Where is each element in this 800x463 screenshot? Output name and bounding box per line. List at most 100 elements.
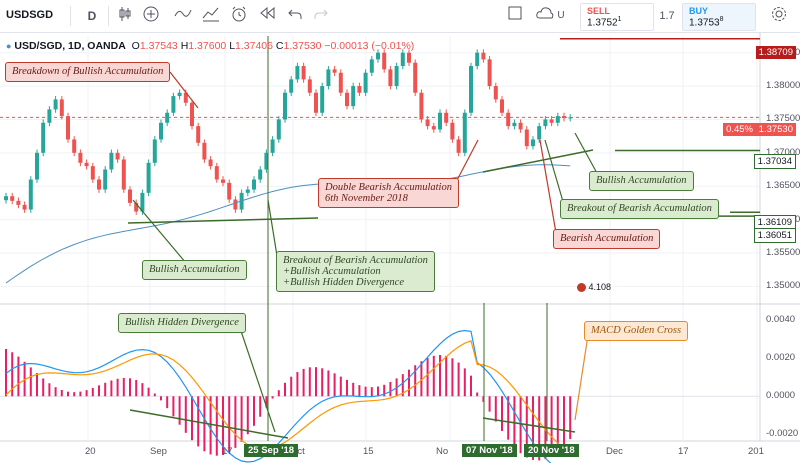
candle (320, 86, 325, 113)
signal-line (5, 339, 571, 453)
candle (41, 122, 46, 153)
time-tick-label: 17 (678, 446, 689, 457)
candle (183, 92, 188, 103)
pointer-double-bearish (454, 139, 479, 185)
buy-button[interactable]: BUY 1.37538 (682, 3, 756, 31)
candle (549, 119, 554, 123)
replay-icon[interactable] (257, 6, 277, 26)
cloud-save-icon[interactable] (535, 6, 555, 26)
candle (165, 112, 170, 123)
undo-icon[interactable] (285, 6, 305, 26)
price-tick-label: 1.37000 (766, 146, 800, 158)
candle (53, 99, 58, 110)
alert-clock-icon[interactable] (229, 6, 249, 26)
candle (450, 122, 455, 140)
financials-icon[interactable] (201, 6, 221, 26)
sell-button[interactable]: SELL 1.37521 (580, 3, 654, 31)
candle (413, 62, 418, 93)
candle (283, 92, 287, 120)
pointer-hidden-divergence (239, 327, 276, 433)
candle (500, 99, 504, 113)
candle (128, 189, 132, 203)
redo-icon[interactable] (311, 6, 331, 26)
spread-value: 1.7 (659, 10, 675, 22)
candle (407, 52, 411, 63)
pointer-breakout-right (544, 139, 565, 206)
callout-breakout-bearish-right: Breakout of Bearish Accumulation (560, 199, 719, 220)
candle (481, 52, 486, 60)
candle (121, 159, 126, 190)
indicators-icon[interactable] (172, 6, 194, 26)
add-indicator-icon[interactable] (141, 6, 161, 26)
current-price-label: 1.37530 (755, 123, 796, 136)
candle (512, 122, 517, 127)
settings-gear-icon[interactable] (768, 6, 790, 26)
candles-style-icon[interactable] (115, 6, 135, 26)
candle (264, 152, 269, 170)
macd-tick-label: 0.0000 (766, 390, 796, 402)
candle (400, 52, 405, 67)
pointer-bearish (539, 139, 557, 234)
candle (202, 142, 207, 160)
callout-breakdown-bullish: Breakdown of Bullish Accumulation (5, 62, 171, 83)
trendline-support-left (127, 217, 319, 224)
candle (47, 109, 52, 123)
trendline-divergence-left (129, 409, 289, 439)
candle (171, 96, 176, 113)
candle (258, 169, 263, 180)
change-percent-label: 0.45% (723, 123, 756, 136)
candle (307, 79, 312, 93)
sell-price: 1.37521 (587, 16, 622, 29)
price-tick-label: 1.35000 (766, 280, 800, 292)
callout-bearish-accum: Bearish Accumulation (553, 229, 661, 250)
price-label-1.37034: 1.37034 (753, 154, 796, 169)
macd-tick-label: 0.0040 (766, 314, 796, 326)
candle (518, 122, 523, 130)
candle (332, 69, 337, 73)
candle (363, 72, 368, 93)
time-tick-label: Dec (606, 446, 623, 457)
event-badge[interactable]: 4.108 (577, 282, 611, 293)
chart-toolbar: USDSGD D U SELL 1.37521 1.7 BUY 1.37538 (0, 0, 800, 33)
candle (177, 92, 182, 97)
candle (4, 196, 8, 201)
candle (16, 200, 21, 205)
moving-average-line (5, 164, 571, 284)
flag-icon (577, 283, 586, 293)
candle (10, 196, 15, 201)
macd-line (5, 329, 552, 463)
candle (369, 59, 374, 73)
callout-bullish-accum-left: Bullish Accumulation (142, 260, 247, 281)
price-tick-label: 1.36500 (766, 180, 800, 192)
pointer-golden-cross (574, 334, 589, 421)
candle (66, 116, 70, 140)
trendline-support-right (482, 149, 594, 173)
candle (214, 166, 219, 180)
candle (190, 102, 194, 127)
time-tick-label: 15 (363, 446, 374, 457)
price-label-1.38709: 1.38709 (755, 46, 796, 59)
candle (134, 202, 139, 212)
candle (109, 152, 114, 170)
fullscreen-square-icon[interactable] (505, 6, 525, 26)
pointer-bullish-left (132, 199, 187, 264)
symbol-input[interactable]: USDSGD (6, 9, 54, 21)
price-tick-label: 1.38000 (766, 80, 800, 92)
candle (543, 119, 548, 127)
interval-button[interactable]: D (87, 9, 97, 23)
buy-label: BUY (689, 6, 709, 16)
pointer-breakdown (169, 71, 199, 109)
candle (531, 139, 535, 147)
macd-tick-label: 0.0020 (766, 352, 796, 364)
candle (444, 112, 449, 123)
candle (469, 66, 473, 113)
candle (555, 116, 560, 123)
date-highlight-07nov: 07 Nov '18 (462, 444, 517, 457)
candle (438, 112, 442, 130)
callout-macd-golden-cross: MACD Golden Cross (584, 321, 689, 342)
pointer-bullish-right (574, 132, 599, 176)
candle (493, 86, 498, 100)
candle (487, 59, 492, 87)
candle (394, 66, 399, 87)
candle (35, 152, 39, 180)
